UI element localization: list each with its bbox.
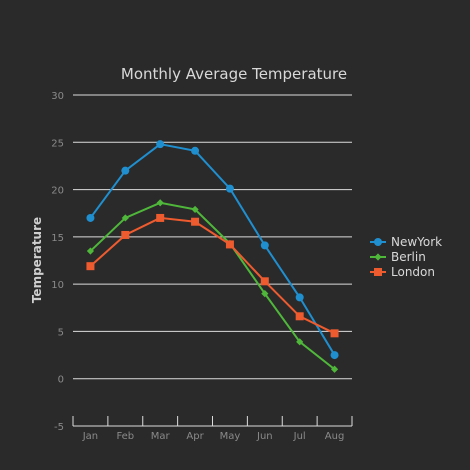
data-point: [156, 199, 164, 207]
y-tick-label: 10: [51, 280, 64, 291]
legend-item: NewYork: [370, 235, 442, 249]
y-tick-label: 0: [58, 375, 64, 386]
data-point: [86, 247, 95, 255]
data-point: [156, 140, 165, 149]
series-group: [86, 140, 339, 373]
y-tick-label: -5: [54, 422, 64, 433]
series-newyork: [86, 140, 339, 360]
data-point: [330, 365, 339, 373]
data-point: [295, 312, 304, 321]
chart-title: Monthly Average Temperature: [121, 65, 347, 83]
data-point: [225, 240, 234, 249]
y-tick-label: 30: [51, 91, 64, 102]
data-point: [260, 277, 269, 286]
legend-marker: [374, 268, 382, 276]
data-point: [191, 205, 199, 214]
data-point: [261, 290, 269, 298]
series-line: [89, 143, 336, 356]
data-point: [156, 213, 165, 222]
data-point: [330, 329, 339, 338]
series-line: [89, 201, 336, 371]
legend-marker: [374, 238, 382, 246]
y-tick-label: 5: [58, 327, 64, 338]
data-point: [260, 241, 269, 250]
data-point: [86, 213, 95, 222]
x-tick-label: Apr: [186, 431, 204, 442]
data-point: [86, 262, 95, 271]
y-axis-label: Temperature: [30, 217, 44, 303]
series-line: [89, 216, 336, 335]
data-point: [121, 166, 130, 175]
data-point: [191, 217, 200, 226]
legend-label: London: [391, 265, 435, 279]
data-point: [191, 146, 200, 155]
data-point: [225, 184, 234, 193]
x-axis: Jan Feb Mar Apr May Jun Jul Aug: [72, 416, 353, 442]
x-tick-label: Aug: [325, 431, 345, 442]
data-point: [121, 230, 130, 239]
legend-item: Berlin: [370, 250, 426, 264]
series-london: [86, 213, 339, 338]
data-point: [295, 293, 304, 302]
legend-label: NewYork: [391, 235, 442, 249]
legend-item: London: [370, 265, 435, 279]
y-tick-label: 20: [51, 186, 64, 197]
y-tick-label: 25: [51, 138, 64, 149]
gridlines: [73, 94, 352, 380]
y-axis-ticks: -5 0 5 10 15 20 25 30: [51, 91, 64, 433]
x-tick-label: Jan: [82, 431, 98, 442]
data-point: [121, 214, 129, 222]
x-tick-label: Mar: [151, 431, 171, 442]
legend-marker: [374, 253, 382, 261]
data-point: [296, 338, 304, 346]
x-tick-label: Jul: [293, 431, 306, 442]
x-tick-label: Feb: [116, 431, 134, 442]
y-tick-label: 15: [51, 233, 64, 244]
data-point: [330, 351, 339, 360]
series-berlin: [86, 199, 339, 373]
x-tick-label: Jun: [256, 431, 273, 442]
x-tick-label: May: [220, 431, 241, 442]
legend-label: Berlin: [391, 250, 426, 264]
